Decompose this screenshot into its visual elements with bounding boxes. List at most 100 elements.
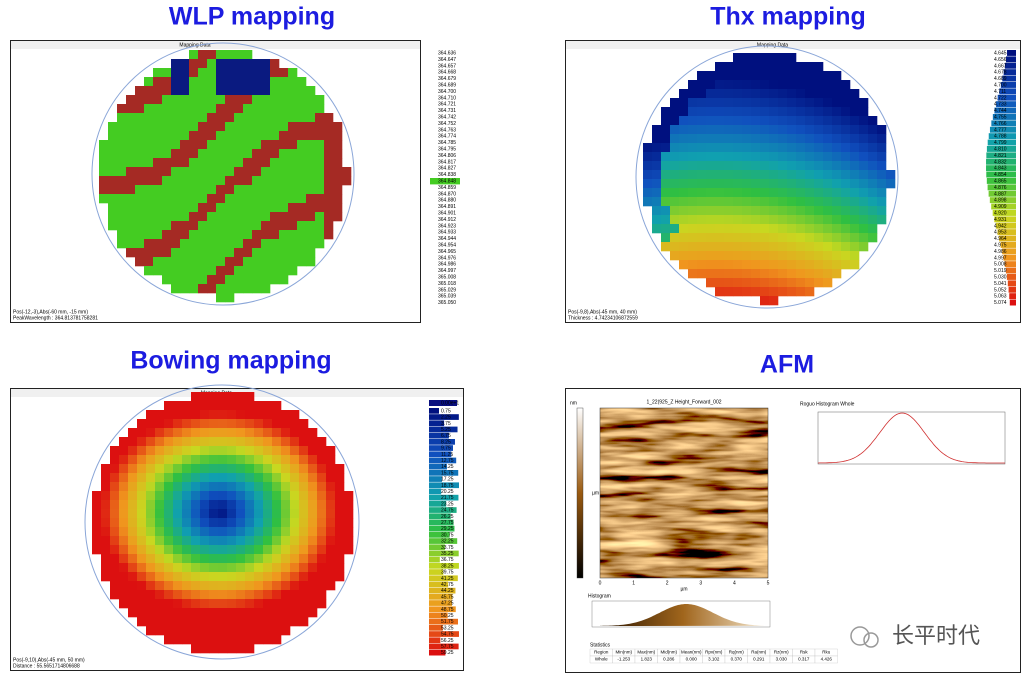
map-cell — [234, 86, 244, 96]
map-cell — [272, 473, 282, 483]
map-cell — [162, 194, 172, 204]
map-cell — [263, 464, 273, 474]
map-cell — [688, 98, 698, 108]
map-cell — [272, 491, 282, 501]
map-cell — [252, 239, 262, 249]
legend-label: 5.041 — [994, 281, 1007, 287]
map-cell — [243, 77, 253, 87]
map-cell — [128, 545, 138, 555]
map-cell — [724, 269, 734, 279]
map-cell — [243, 158, 253, 168]
legend-label: 42.75 — [441, 582, 454, 588]
map-cell — [299, 473, 309, 483]
map-cell — [119, 446, 129, 456]
map-cell — [805, 89, 815, 99]
map-cell — [742, 206, 752, 216]
map-cell — [706, 125, 716, 135]
legend-label: 4.931 — [994, 217, 1007, 223]
map-cell — [236, 608, 246, 618]
map-cell — [706, 107, 716, 117]
map-cell — [308, 446, 318, 456]
map-cell — [778, 251, 788, 261]
map-cell — [227, 617, 237, 627]
map-cell — [227, 545, 237, 555]
map-cell — [299, 482, 309, 492]
map-cell — [252, 113, 262, 123]
map-cell — [688, 170, 698, 180]
map-cell — [189, 68, 199, 78]
map-cell — [333, 176, 343, 186]
map-cell — [182, 446, 192, 456]
map-cell — [281, 464, 291, 474]
map-cell — [153, 122, 163, 132]
map-cell — [805, 251, 815, 261]
map-cell — [841, 134, 851, 144]
afm-x-unit: µm — [680, 586, 687, 592]
map-cell — [209, 527, 219, 537]
map-cell — [697, 116, 707, 126]
map-cell — [272, 590, 282, 600]
map-cell — [778, 269, 788, 279]
map-cell — [742, 179, 752, 189]
map-cell — [137, 599, 147, 609]
map-cell — [688, 242, 698, 252]
map-cell — [110, 518, 120, 528]
map-cell — [832, 116, 842, 126]
map-cell — [877, 197, 887, 207]
map-cell — [198, 257, 208, 267]
map-cell — [144, 176, 154, 186]
map-cell — [724, 143, 734, 153]
map-cell — [245, 410, 255, 420]
map-cell — [236, 536, 246, 546]
map-cell — [207, 212, 217, 222]
map-cell — [270, 248, 280, 258]
map-cell — [279, 239, 289, 249]
map-cell — [189, 50, 199, 60]
map-cell — [119, 563, 129, 573]
map-cell — [252, 176, 262, 186]
map-cell — [760, 287, 770, 297]
map-cell — [832, 260, 842, 270]
legend-label: 44.25 — [441, 588, 454, 594]
map-cell — [198, 275, 208, 285]
map-cell — [317, 473, 327, 483]
map-cell — [760, 179, 770, 189]
map-cell — [126, 149, 136, 159]
map-cell — [796, 89, 806, 99]
map-cell — [859, 143, 869, 153]
map-cell — [162, 185, 172, 195]
map-cell — [200, 437, 210, 447]
legend-label: 364.679 — [438, 76, 456, 82]
map-cell — [333, 131, 343, 141]
map-cell — [868, 116, 878, 126]
map-cell — [297, 140, 307, 150]
map-cell — [117, 203, 127, 213]
table-header: Rq(nm) — [729, 650, 745, 655]
map-cell — [742, 278, 752, 288]
map-cell — [191, 590, 201, 600]
map-cell — [787, 188, 797, 198]
map-cell — [281, 428, 291, 438]
map-cell — [182, 419, 192, 429]
map-cell — [263, 446, 273, 456]
map-cell — [868, 233, 878, 243]
map-cell — [279, 86, 289, 96]
map-cell — [153, 113, 163, 123]
window-title: Mapping Data — [179, 42, 210, 48]
map-cell — [850, 197, 860, 207]
map-cell — [245, 491, 255, 501]
map-cell — [715, 242, 725, 252]
map-cell — [290, 455, 300, 465]
legend-bar — [1009, 299, 1016, 306]
map-cell — [191, 428, 201, 438]
map-cell — [207, 167, 217, 177]
map-cell — [769, 197, 779, 207]
map-cell — [787, 152, 797, 162]
map-cell — [306, 104, 316, 114]
map-cell — [252, 77, 262, 87]
map-cell — [207, 59, 217, 69]
map-cell — [299, 608, 309, 618]
map-cell — [814, 251, 824, 261]
map-cell — [236, 581, 246, 591]
map-cell — [333, 149, 343, 159]
